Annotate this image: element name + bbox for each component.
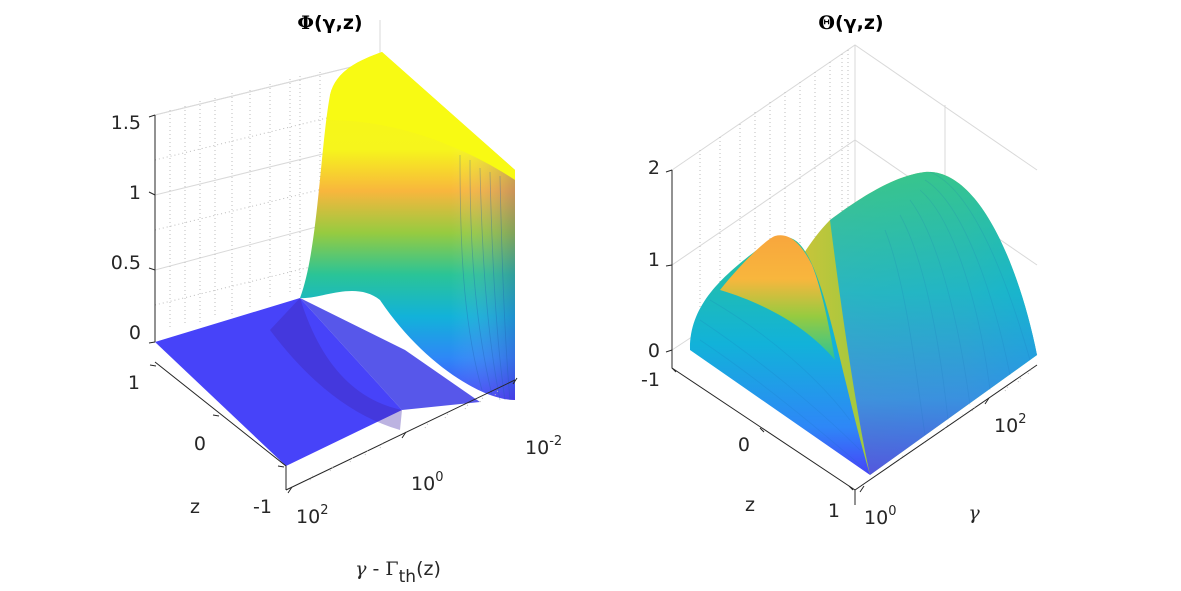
theta-x-axis-label: γ xyxy=(968,502,980,524)
phi-y-tick: 1 xyxy=(128,372,140,394)
theta-y-tick: 1 xyxy=(828,500,840,522)
phi-floor-surface xyxy=(155,298,402,466)
phi-y-tick: -1 xyxy=(253,496,272,518)
theta-axes xyxy=(665,169,1038,505)
phi-x-axis-label: γ - Γth(z) xyxy=(355,558,441,587)
theta-x-tick-labels: 102 100 xyxy=(864,412,1026,529)
phi-x-tick: 102 xyxy=(296,503,328,528)
phi-z-tick: 0.5 xyxy=(111,252,141,274)
phi-x-tick: 100 xyxy=(411,470,443,495)
phi-x-tick-labels: 10-2 100 102 xyxy=(296,434,562,528)
phi-surface-plot: Φ(γ,z) 1.5 1 0.5 0 1 0 -1 z 10-2 100 102… xyxy=(111,12,562,587)
theta-y-tick-labels: -1 0 1 xyxy=(641,369,840,522)
theta-surface-plot: Θ(γ,z) 0 1 2 -1 0 1 z 102 100 γ xyxy=(641,12,1038,529)
theta-title: Θ(γ,z) xyxy=(818,12,883,34)
theta-x-tick: 100 xyxy=(864,504,896,529)
theta-left-bump xyxy=(690,236,870,475)
theta-y-axis-label: z xyxy=(745,494,755,516)
theta-z-tick-labels: 0 1 2 xyxy=(648,157,660,362)
theta-x-tick: 102 xyxy=(994,412,1026,437)
theta-z-tick: 0 xyxy=(648,340,660,362)
theta-y-tick: -1 xyxy=(641,369,660,391)
phi-y-tick: 0 xyxy=(194,433,206,455)
phi-z-tick: 0 xyxy=(129,322,141,344)
phi-x-tick: 10-2 xyxy=(525,434,562,459)
phi-z-tick: 1 xyxy=(129,182,141,204)
phi-y-axis-label: z xyxy=(190,496,200,518)
phi-z-tick-labels: 1.5 1 0.5 0 xyxy=(111,112,141,344)
phi-axes xyxy=(148,114,518,494)
theta-z-tick: 1 xyxy=(648,249,660,271)
phi-y-tick-labels: 1 0 -1 xyxy=(128,372,272,518)
phi-z-tick: 1.5 xyxy=(111,112,141,134)
phi-title: Φ(γ,z) xyxy=(297,12,362,34)
theta-z-tick: 2 xyxy=(648,157,660,179)
theta-y-tick: 0 xyxy=(738,434,750,456)
